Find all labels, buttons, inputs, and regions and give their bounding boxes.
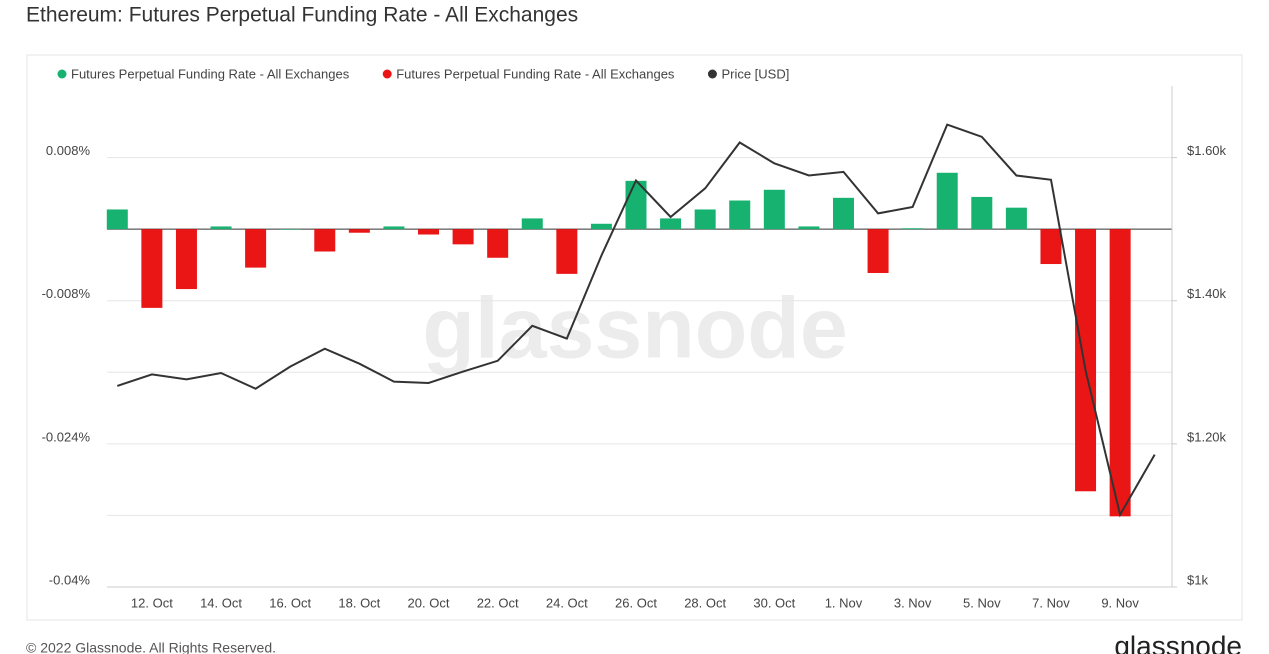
bar [867,229,889,273]
chart-frame [26,54,1243,621]
y2-tick-label: $1.60k [1187,143,1227,158]
y-tick-label: -0.04% [49,572,91,587]
x-tick-label: 9. Nov [1101,595,1139,610]
x-tick-label: 1. Nov [825,595,863,610]
bar [210,226,232,230]
bar [694,209,716,230]
chart-title: Ethereum: Futures Perpetual Funding Rate… [26,4,578,27]
bar [1109,229,1131,517]
bar [1005,207,1027,230]
x-tick-label: 3. Nov [894,595,932,610]
x-tick-label: 18. Oct [338,595,380,610]
bar [106,209,128,230]
bar [521,218,543,230]
bar [175,229,197,290]
watermark: glassnode [422,281,847,377]
x-tick-label: 30. Oct [753,595,795,610]
y2-tick-label: $1.40k [1187,286,1227,301]
x-tick-label: 22. Oct [477,595,519,610]
bar [798,226,820,230]
x-tick-label: 5. Nov [963,595,1001,610]
x-tick-label: 28. Oct [684,595,726,610]
bar [832,197,854,230]
bar [1075,229,1097,492]
bar [383,226,405,230]
price-line [116,123,1156,518]
legend-label: Futures Perpetual Funding Rate - All Exc… [396,66,675,81]
bar [452,229,474,245]
bar [556,229,578,274]
bar [763,189,785,230]
legend-marker [382,69,392,79]
legend-label: Price [USD] [721,66,789,81]
bar [1040,229,1062,265]
bar [729,200,751,230]
bar [971,196,993,230]
bar [314,229,336,252]
logo: glassnode [1114,630,1242,654]
legend-label: Futures Perpetual Funding Rate - All Exc… [71,66,350,81]
x-tick-label: 24. Oct [546,595,588,610]
legend-marker [707,69,717,79]
bar [660,218,682,230]
bar [902,228,924,230]
bar [487,229,509,258]
bar [141,229,163,308]
bar [936,172,958,230]
x-tick-label: 26. Oct [615,595,657,610]
x-tick-label: 14. Oct [200,595,242,610]
y-tick-label: -0.008% [42,286,91,301]
legend-marker [57,69,67,79]
x-tick-label: 16. Oct [269,595,311,610]
x-tick-label: 7. Nov [1032,595,1070,610]
y2-tick-label: $1.20k [1187,429,1227,444]
bar [245,229,267,268]
bar [418,229,440,235]
x-tick-label: 12. Oct [131,595,173,610]
y-tick-label: 0.008% [46,143,91,158]
y-tick-label: -0.024% [42,429,91,444]
bar [279,229,301,230]
y2-tick-label: $1k [1187,572,1208,587]
bar [590,223,612,230]
bar [348,229,370,233]
footer: © 2022 Glassnode. All Rights Reserved. [26,640,276,654]
x-tick-label: 20. Oct [408,595,450,610]
